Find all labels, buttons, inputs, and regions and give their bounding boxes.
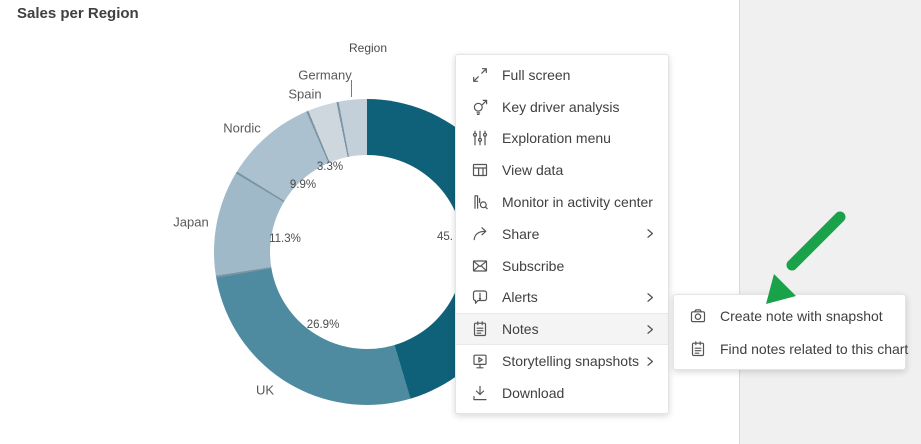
notepad-icon <box>689 340 709 358</box>
slice-label-japan: Japan <box>173 214 209 230</box>
alert-bubble-icon <box>471 288 491 306</box>
side-panel <box>739 0 921 444</box>
menu-item-exploration-menu[interactable]: Exploration menu <box>456 123 668 155</box>
download-icon <box>471 384 491 402</box>
menu-item-label: Download <box>502 384 565 401</box>
lightbulb-arrow-icon <box>471 98 491 116</box>
menu-item-label: Notes <box>502 321 539 338</box>
menu-item-notes[interactable]: Notes <box>456 313 668 346</box>
menu-item-full-screen[interactable]: Full screen <box>456 59 668 91</box>
share-arrow-icon <box>471 225 491 243</box>
menu-item-view-data[interactable]: View data <box>456 154 668 186</box>
slice-label-germany: Germany <box>298 67 352 83</box>
menu-item-create-note-with-snapshot[interactable]: Create note with snapshot <box>674 299 905 332</box>
sliders-icon <box>471 129 491 147</box>
snapshot-monitor-icon <box>471 352 491 370</box>
menu-item-subscribe[interactable]: Subscribe <box>456 250 668 282</box>
slice-percent-label: 3.3% <box>316 161 344 173</box>
menu-item-label: Subscribe <box>502 257 565 274</box>
menu-item-label: Create note with snapshot <box>720 307 883 324</box>
slice-label-uk: UK <box>255 382 275 398</box>
camera-icon <box>689 307 709 325</box>
dimension-title: Region <box>348 41 388 55</box>
slice-percent-label: 9.9% <box>289 179 317 191</box>
chart-title: Sales per Region <box>17 5 139 22</box>
menu-item-monitor-activity[interactable]: Monitor in activity center <box>456 186 668 218</box>
slice-percent-label: 45. <box>437 231 453 243</box>
chart-magnifier-icon <box>471 193 491 211</box>
menu-item-label: Exploration menu <box>502 130 611 147</box>
menu-item-label: Alerts <box>502 289 538 306</box>
notepad-icon <box>471 320 491 338</box>
slice-percent-label: 11.3% <box>269 233 301 245</box>
menu-item-key-driver-analysis[interactable]: Key driver analysis <box>456 91 668 123</box>
slice-percent-label: 26.9% <box>306 319 340 331</box>
menu-item-alerts[interactable]: Alerts <box>456 282 668 314</box>
menu-item-share[interactable]: Share <box>456 218 668 250</box>
menu-item-label: Monitor in activity center <box>502 194 653 211</box>
table-icon <box>471 161 491 179</box>
slice-label-spain: Spain <box>288 86 322 102</box>
menu-item-find-notes-related-to-chart[interactable]: Find notes related to this chart <box>674 332 909 365</box>
menu-item-label: View data <box>502 162 564 179</box>
slice-label-nordic: Nordic <box>223 120 261 136</box>
envelope-icon <box>471 257 491 275</box>
chevron-right-icon <box>645 324 655 335</box>
context-menu: Full screen Key driver analysis Exploratio… <box>455 54 669 414</box>
chevron-right-icon <box>645 292 655 303</box>
germany-leader-line <box>351 80 352 97</box>
menu-item-label: Find notes related to this chart <box>720 340 909 357</box>
menu-item-label: Full screen <box>502 66 571 83</box>
menu-item-label: Share <box>502 225 540 242</box>
menu-item-download[interactable]: Download <box>456 377 668 409</box>
full-screen-icon <box>471 66 491 84</box>
chevron-right-icon <box>645 356 655 367</box>
menu-item-label: Key driver analysis <box>502 98 620 115</box>
menu-item-storytelling-snapshots[interactable]: Storytelling snapshots <box>456 345 668 377</box>
notes-submenu: Create note with snapshot Find notes rela… <box>673 294 909 370</box>
menu-item-label: Storytelling snapshots <box>502 353 639 370</box>
chevron-right-icon <box>645 228 655 239</box>
donut-hole <box>270 155 464 349</box>
